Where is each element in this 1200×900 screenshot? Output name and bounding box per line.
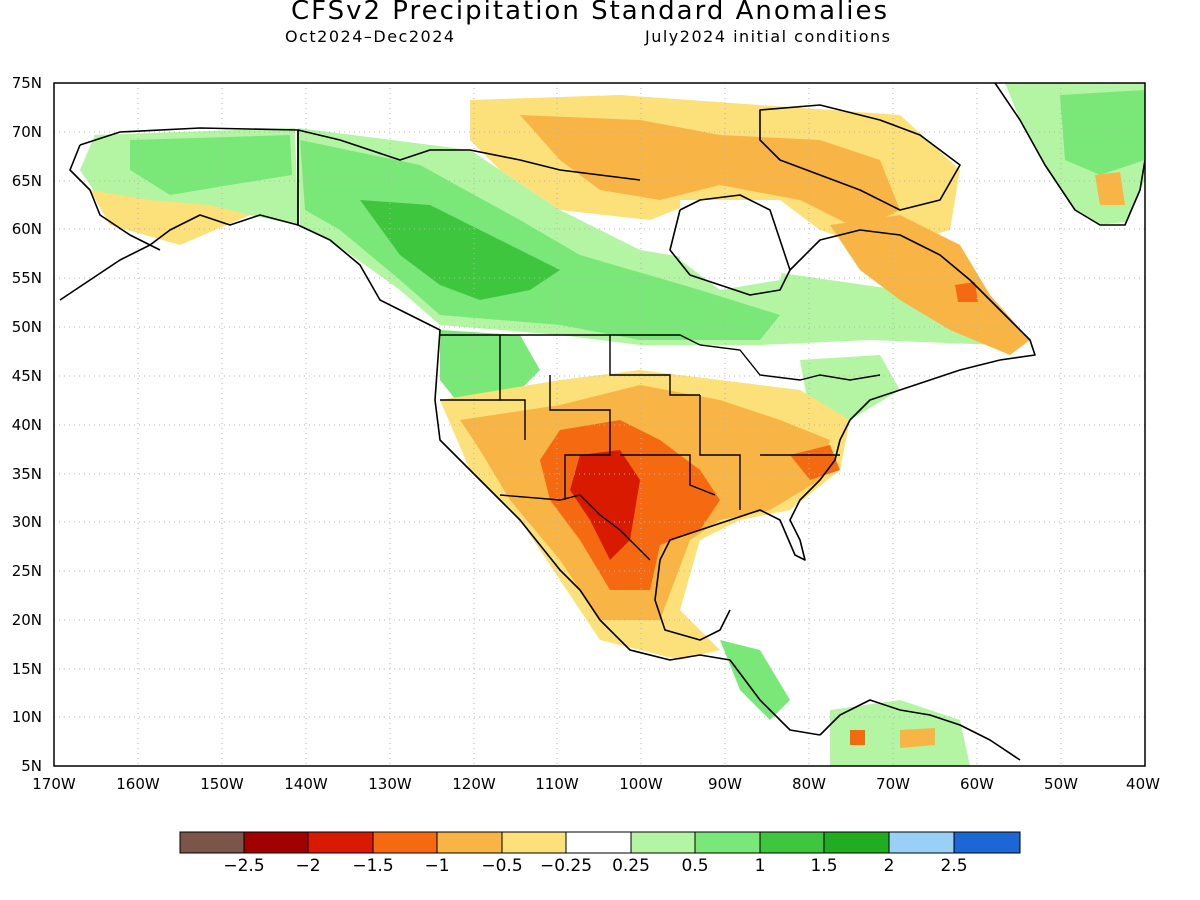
forecast-period: Oct2024–Dec2024 xyxy=(285,27,456,46)
lat-label: 35N xyxy=(11,465,42,483)
pacific-northwest-wet xyxy=(440,330,540,405)
colorbar-label: −0.5 xyxy=(481,856,523,876)
labrador-dry-region xyxy=(830,215,1030,355)
state-line-d xyxy=(620,454,716,496)
greenland-dry-spot xyxy=(1095,172,1125,205)
lon-label: 150W xyxy=(200,775,244,793)
colorbar-label: 2 xyxy=(883,856,895,876)
political-borders xyxy=(297,130,881,561)
lat-label: 10N xyxy=(11,708,42,726)
western-canada-wet-core xyxy=(360,200,560,300)
colorbar-label: 1.5 xyxy=(810,856,838,876)
east-coast xyxy=(654,419,851,641)
south-america-dry-east xyxy=(900,728,935,748)
greenland-wet-core xyxy=(1060,90,1145,175)
lat-label: 60N xyxy=(11,220,42,238)
colorbar-swatch-2 xyxy=(243,831,309,854)
labrador-dry-core xyxy=(955,282,978,302)
arctic-coast xyxy=(297,129,641,181)
western-canada-wet-mid xyxy=(300,140,780,340)
lat-label: 30N xyxy=(11,513,42,531)
lat-label: 45N xyxy=(11,367,42,385)
lat-label: 15N xyxy=(11,660,42,678)
map-title: CFSv2 Precipitation Standard Anomalies xyxy=(290,0,890,26)
state-line-a xyxy=(499,335,526,440)
lon-label: 40W xyxy=(1126,775,1160,793)
colorbar-swatch-1 xyxy=(179,831,245,854)
lon-label: 130W xyxy=(368,775,412,793)
alaska-dry-south xyxy=(90,190,250,245)
lat-label: 75N xyxy=(11,74,42,92)
colorbar-swatch-4 xyxy=(372,831,438,854)
colorbar-swatch-12 xyxy=(888,831,955,854)
alaska-west-coast xyxy=(69,144,161,251)
northeast-wet xyxy=(800,355,900,420)
colorbar-label: −0.25 xyxy=(539,856,593,876)
lat-label: 40N xyxy=(11,416,42,434)
lat-label: 5N xyxy=(21,757,42,775)
colorbar-swatch-3 xyxy=(307,831,374,854)
lon-label: 90W xyxy=(708,775,742,793)
colorbar-label: −1.5 xyxy=(352,856,394,876)
colorbar-label: −1 xyxy=(424,856,450,876)
us-mexico-border xyxy=(499,494,651,561)
lat-label: 70N xyxy=(11,123,42,141)
lon-label: 70W xyxy=(876,775,910,793)
alaska-south-coast xyxy=(59,214,299,301)
initial-conditions: July2024 initial conditions xyxy=(645,27,892,46)
us-canada-border xyxy=(440,334,881,381)
lon-label: 100W xyxy=(619,775,663,793)
greenland-coast xyxy=(994,83,1145,226)
lon-label: 140W xyxy=(284,775,328,793)
colorbar-swatch-13 xyxy=(953,831,1021,854)
colorbar-label: 2.5 xyxy=(940,856,968,876)
south-america-dry-spot xyxy=(850,730,865,745)
colorbar-swatch-5 xyxy=(436,831,503,854)
lon-label: 50W xyxy=(1044,775,1078,793)
colorbar-swatch-11 xyxy=(823,831,890,854)
colorbar-swatch-10 xyxy=(759,831,825,854)
colorbar-label: 0.5 xyxy=(681,856,709,876)
state-line-b xyxy=(549,375,611,500)
lon-label: 60W xyxy=(960,775,994,793)
lat-label: 65N xyxy=(11,172,42,190)
colorbar-swatch-9 xyxy=(694,831,761,854)
lon-label: 160W xyxy=(116,775,160,793)
lon-label: 120W xyxy=(452,775,496,793)
hudson-bay-coast xyxy=(669,194,791,296)
colorbar-label: 1 xyxy=(754,856,766,876)
anomaly-field xyxy=(80,83,1145,766)
hudson-neutral xyxy=(680,200,790,290)
state-line-c xyxy=(609,335,700,396)
lat-label: 50N xyxy=(11,318,42,336)
lat-label: 20N xyxy=(11,611,42,629)
state-line-e xyxy=(699,395,741,510)
labrador-coast xyxy=(789,229,1036,421)
colorbar-swatch-6 xyxy=(501,831,567,854)
lon-label: 170W xyxy=(32,775,76,793)
colorbar-swatch-7 xyxy=(565,831,632,854)
alaska-coastline xyxy=(79,127,821,736)
coastlines xyxy=(59,83,1145,761)
colorbar xyxy=(179,831,1021,854)
lon-label: 80W xyxy=(792,775,826,793)
arctic-canada-dry-core xyxy=(520,115,900,230)
colorbar-label: 0.25 xyxy=(612,856,650,876)
south-america-coast xyxy=(819,699,1021,761)
lat-label: 55N xyxy=(11,269,42,287)
central-america-wet xyxy=(720,640,790,720)
plot-frame xyxy=(53,82,1146,767)
colorbar-label: −2.5 xyxy=(223,856,265,876)
baffin-coast xyxy=(759,104,961,211)
lon-label: 110W xyxy=(535,775,579,793)
colorbar-swatch-8 xyxy=(630,831,696,854)
alaska-wet-core xyxy=(130,135,292,195)
lat-label: 25N xyxy=(11,562,42,580)
colorbar-label: −2 xyxy=(295,856,321,876)
